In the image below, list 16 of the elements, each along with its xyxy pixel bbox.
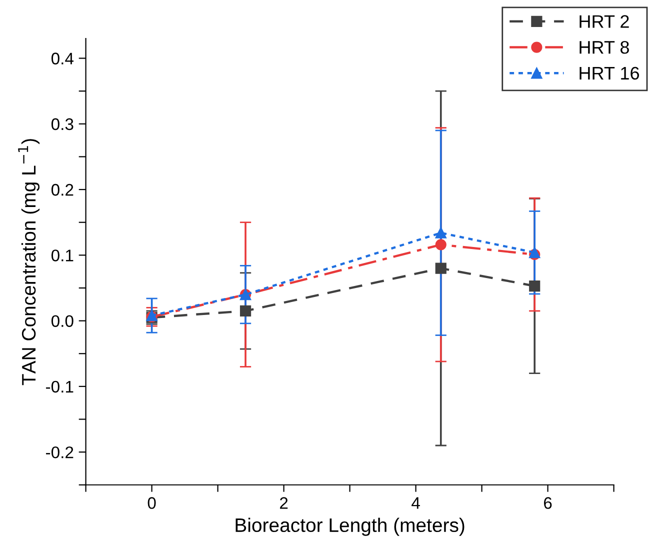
y-axis-title: TAN Concentration (mg L$^{−1}$) [18,139,40,386]
y-tick-label: 0.4 [51,52,74,64]
y-tick-label: -0.1 [46,380,74,393]
legend-label: HRT 8 [580,40,629,54]
legend-label: HRT 16 [580,66,639,80]
x-tick-label: 2 [280,497,288,509]
x-axis-title: Bioreactor Length (meters) [236,518,464,536]
y-tick-label: 0.0 [51,315,74,327]
x-tick-label: 0 [148,497,156,509]
y-tick-label: 0.3 [51,118,74,130]
y-tick-label: -0.2 [46,446,74,458]
x-tick-label: 6 [544,497,552,509]
x-tick-label: 4 [412,497,420,509]
y-tick-label: 0.1 [51,250,74,262]
y-tick-label: 0.2 [51,184,74,196]
legend-label: HRT 2 [580,15,629,28]
